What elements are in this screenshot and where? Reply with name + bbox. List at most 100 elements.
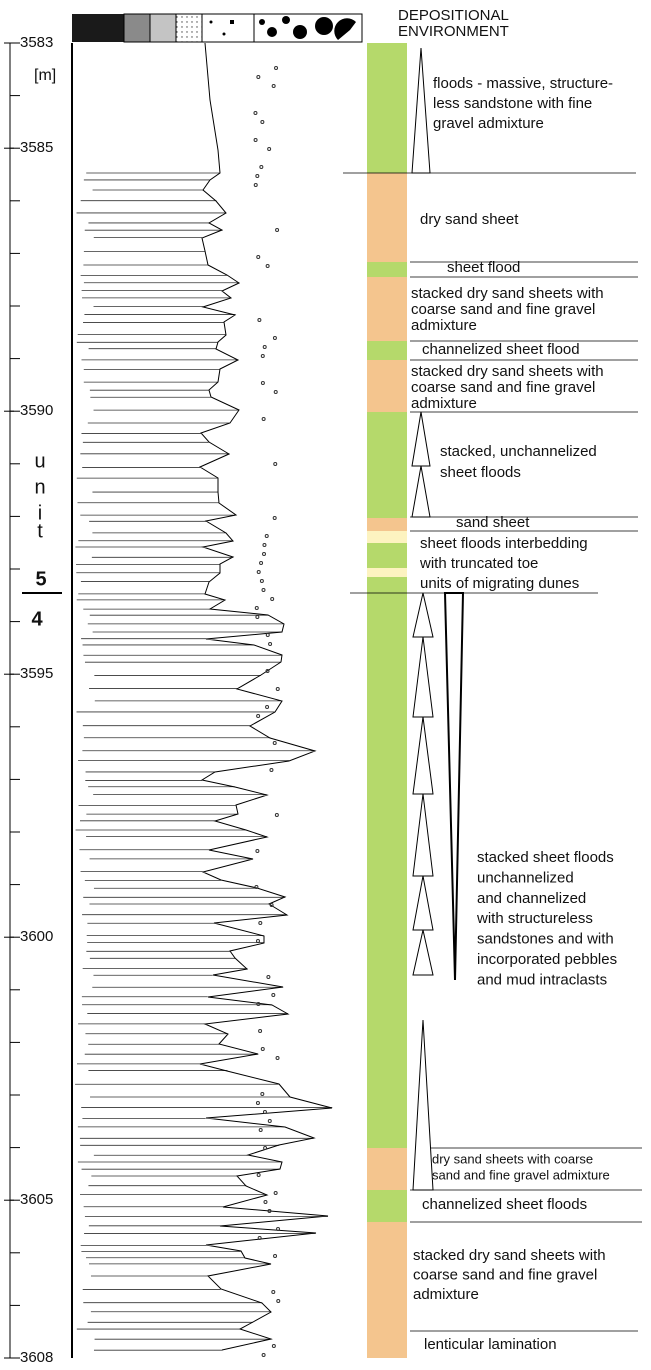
pebble [264,1147,267,1150]
depth-label: 3605 [20,1191,53,1208]
env-description: unchannelized [477,869,574,886]
env-description: dry sand sheet [420,211,519,228]
env-description: sand and fine gravel admixture [432,1167,610,1182]
fining-triangle [412,412,430,466]
unit-letter: u [34,450,45,472]
pebble [255,886,258,889]
env-description: sheet floods interbedding [420,535,588,552]
env-description: sheet floods [440,464,521,481]
pebble [270,769,273,772]
pebble [264,1201,267,1204]
pebble [272,994,275,997]
pebble [254,184,257,187]
pebble [260,562,263,565]
pebble [275,814,278,817]
pebble [275,67,278,70]
env-description: admixture [413,1286,479,1303]
env-description: gravel admixture [433,115,544,132]
env-description: less sandstone with fine [433,95,592,112]
env-band [367,518,407,531]
pebble [273,517,276,520]
pebble [257,76,260,79]
pebble [257,715,260,718]
pebble [266,265,269,268]
thinning-wedge [445,593,463,980]
depth-label: 3583 [20,34,53,51]
pebble [254,112,257,115]
pebble [256,1102,259,1105]
pebble [268,148,271,151]
env-description: stacked dry sand sheets with [411,363,604,380]
pebble [259,1129,262,1132]
pebble [269,643,272,646]
env-band [367,600,407,1148]
fining-triangle [413,593,433,637]
header-title: ENVIRONMENT [398,23,509,40]
unit-number: 4 [31,608,43,630]
env-description: channelized sheet floods [422,1196,587,1213]
pebble [272,1291,275,1294]
env-description: units of migrating dunes [420,575,579,592]
pebble [266,634,269,637]
env-band [367,568,407,577]
pebble [263,1111,266,1114]
pebble [276,688,279,691]
pebble [266,706,269,709]
env-description: coarse sand and fine gravel [413,1266,597,1283]
unit-letter: n [34,476,45,498]
pebble [262,418,265,421]
fining-triangle [413,637,433,717]
pebble [277,1228,280,1231]
env-band [367,1148,407,1190]
fining-triangle [413,876,433,930]
fining-triangle [413,1020,433,1190]
fining-triangle [413,717,433,794]
fining-triangle [412,466,430,517]
env-description: with truncated toe [419,555,538,572]
pebble [263,553,266,556]
env-description: stacked, unchannelized [440,443,597,460]
pebble [254,139,257,142]
env-band [367,1190,407,1222]
pebble [261,121,264,124]
env-description: and mud intraclasts [477,971,607,988]
legend-strip [72,14,362,42]
pebble [258,319,261,322]
log-diagram: 3583358535903595360036053608 DEPOSITIONA… [0,0,651,1365]
pebble [256,175,259,178]
pebble [259,922,262,925]
pebble [274,463,277,466]
axis-unit: [m] [34,67,56,84]
pebble [274,1255,277,1258]
pebble [257,1174,260,1177]
pebble [274,391,277,394]
pebble [270,904,273,907]
pebble [273,337,276,340]
env-band [367,262,407,277]
fining-triangle [413,930,433,975]
env-description: and channelized [477,890,586,907]
pebble [263,544,266,547]
env-band [367,531,407,543]
header-title: DEPOSITIONAL [398,7,509,24]
pebble [262,589,265,592]
env-description: channelized sheet flood [422,341,580,358]
lithology-log [72,43,332,1358]
pebble [257,256,260,259]
env-description: coarse sand and fine gravel [411,379,595,396]
grain-profile [200,43,332,1350]
depth-label: 3600 [20,928,53,945]
env-description: sheet flood [447,259,520,276]
pebble [257,1003,260,1006]
env-description: admixture [411,317,477,334]
pebble [256,850,259,853]
pebble [267,976,270,979]
pebble [262,1354,265,1357]
depth-axis: 3583358535903595360036053608 [4,34,53,1365]
pebble [276,1057,279,1060]
env-description: admixture [411,395,477,412]
pebble [273,742,276,745]
pebble [258,1237,261,1240]
pebble [255,607,258,610]
pebble [261,1048,264,1051]
